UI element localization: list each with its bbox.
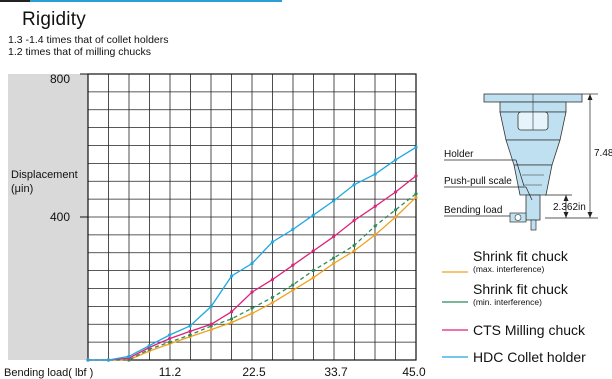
legend-note: (max. interference) bbox=[473, 264, 544, 274]
data-point bbox=[270, 277, 275, 282]
y-axis-label: Displacement bbox=[11, 169, 78, 181]
data-point bbox=[250, 290, 254, 294]
series-lines bbox=[86, 145, 418, 362]
data-point bbox=[291, 283, 295, 287]
y-axis-unit: (μin) bbox=[11, 183, 33, 195]
data-point bbox=[373, 172, 377, 176]
data-point bbox=[393, 190, 398, 194]
data-point bbox=[209, 328, 213, 332]
legend: Shrink fit chuck (max. interference) Shr… bbox=[442, 248, 586, 365]
data-point bbox=[332, 235, 336, 239]
data-point bbox=[311, 269, 315, 273]
x-tick-label: 45.0 bbox=[402, 365, 426, 379]
data-point bbox=[250, 306, 254, 310]
data-point bbox=[229, 320, 234, 325]
data-point bbox=[229, 310, 234, 314]
legend-label: Shrink fit chuck bbox=[473, 281, 569, 297]
data-point bbox=[188, 329, 192, 333]
data-point bbox=[86, 358, 90, 362]
data-point bbox=[311, 249, 315, 253]
data-point bbox=[209, 322, 213, 326]
data-point bbox=[373, 233, 377, 237]
data-point bbox=[332, 261, 336, 266]
data-point bbox=[188, 333, 192, 337]
data-point bbox=[168, 336, 172, 341]
bending-load-label: Bending load bbox=[444, 205, 502, 216]
data-point bbox=[352, 218, 356, 223]
dim-total-label: 7.48in bbox=[594, 148, 612, 159]
x-axis-label: Bending load( lbf ) bbox=[4, 367, 93, 379]
legend-label: HDC Collet holder bbox=[473, 349, 586, 365]
data-point bbox=[147, 344, 151, 348]
data-point bbox=[311, 213, 315, 217]
data-point bbox=[414, 145, 418, 149]
data-point bbox=[291, 227, 295, 232]
data-point bbox=[352, 183, 356, 187]
y-tick-label: 400 bbox=[50, 210, 70, 224]
data-point bbox=[393, 158, 398, 162]
data-point bbox=[270, 301, 275, 305]
push-pull-label: Push-pull scale bbox=[444, 176, 512, 187]
data-point bbox=[352, 249, 356, 253]
data-point bbox=[393, 215, 398, 219]
data-point bbox=[209, 304, 213, 308]
data-point bbox=[127, 354, 131, 359]
data-point bbox=[291, 263, 295, 267]
dim-load-label: 2.362in bbox=[553, 202, 586, 213]
data-point bbox=[414, 174, 418, 178]
data-point bbox=[332, 199, 336, 203]
holder-drawing: 7.48in 2.362in Holder Push-pull scale Be… bbox=[444, 93, 612, 231]
data-point bbox=[352, 244, 356, 248]
dimension-arrows bbox=[563, 94, 593, 218]
data-point bbox=[106, 358, 111, 362]
chart-background bbox=[8, 74, 88, 360]
data-point bbox=[414, 192, 418, 196]
data-point bbox=[373, 224, 377, 228]
data-point bbox=[373, 204, 377, 208]
legend-label: CTS Milling chuck bbox=[473, 322, 586, 338]
data-point bbox=[270, 240, 275, 244]
data-point bbox=[229, 317, 234, 321]
data-point bbox=[188, 324, 192, 328]
dimension-lines bbox=[444, 93, 598, 219]
top-rule bbox=[0, 0, 612, 12]
chart-title: Rigidity bbox=[22, 9, 86, 30]
spindle-holder-icon bbox=[483, 93, 583, 231]
x-tick-label: 11.2 bbox=[159, 365, 182, 379]
y-tick-label: 800 bbox=[50, 72, 70, 86]
subtitle-collet: 1.3 -1.4 times that of collet holders bbox=[8, 34, 169, 46]
data-point bbox=[270, 295, 275, 300]
data-point bbox=[291, 288, 295, 292]
holder-label: Holder bbox=[444, 149, 474, 160]
series-line bbox=[88, 193, 417, 361]
data-point bbox=[414, 195, 418, 199]
grid bbox=[80, 73, 417, 361]
data-point bbox=[168, 333, 172, 337]
data-point bbox=[250, 311, 254, 316]
data-point bbox=[393, 208, 398, 212]
legend-note: (min. interference) bbox=[473, 297, 542, 307]
x-tick-label: 33.7 bbox=[324, 365, 348, 379]
data-point bbox=[311, 276, 315, 280]
x-tick-label: 22.5 bbox=[242, 365, 266, 379]
legend-label: Shrink fit chuck bbox=[473, 248, 569, 264]
data-point bbox=[332, 256, 336, 260]
data-point bbox=[229, 274, 234, 278]
tick-labels: 800 400 Displacement (μin) Bending load(… bbox=[4, 72, 426, 379]
data-point bbox=[250, 261, 254, 266]
data-point bbox=[168, 340, 172, 344]
subtitle-milling: 1.2 times that of milling chucks bbox=[8, 46, 151, 58]
y-axis-panel bbox=[8, 74, 88, 360]
